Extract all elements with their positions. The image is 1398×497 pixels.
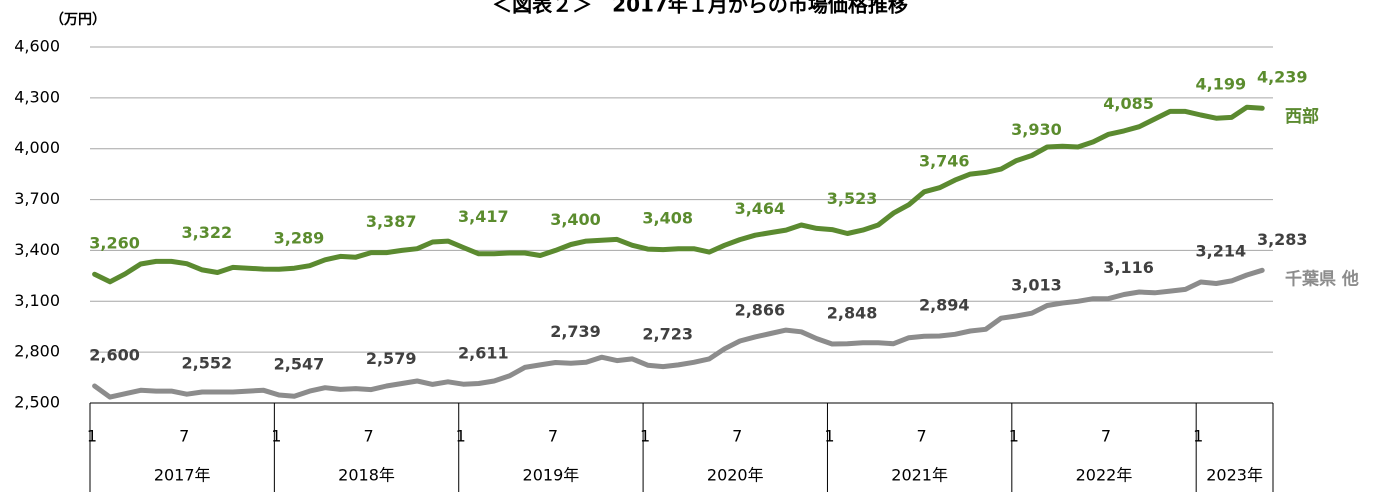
value-label: 2,600	[89, 346, 140, 365]
value-label: 2,848	[827, 304, 878, 323]
y-tick-label: 4,000	[14, 138, 60, 157]
x-tick-label: 7	[917, 427, 927, 446]
series-name: 千葉県 他	[1285, 268, 1359, 289]
value-label: 3,260	[89, 234, 140, 253]
x-tick-label: 1	[824, 427, 834, 446]
value-label: 3,930	[1011, 120, 1062, 139]
chart-title: ＜図表２＞ 2017年１月からの市場価格推移	[492, 0, 908, 17]
group-label: 2022年	[1076, 466, 1133, 485]
value-label: 3,523	[827, 189, 878, 208]
group-label: 2020年	[707, 466, 764, 485]
value-label: 2,739	[550, 322, 601, 341]
x-tick-label: 7	[179, 427, 189, 446]
y-tick-label: 3,100	[14, 291, 60, 310]
group-label: 2018年	[338, 466, 395, 485]
y-tick-label: 3,700	[14, 189, 60, 208]
y-tick-label: 2,500	[14, 393, 60, 412]
value-label: 2,611	[458, 344, 509, 363]
value-label: 3,417	[458, 207, 509, 226]
value-label: 3,408	[642, 209, 693, 228]
value-label: 2,894	[919, 296, 970, 315]
value-label: 4,239	[1257, 68, 1308, 87]
x-tick-label: 7	[1101, 427, 1111, 446]
value-label: 4,199	[1195, 74, 1246, 93]
x-tick-label: 7	[732, 427, 742, 446]
value-label: 3,746	[919, 151, 970, 170]
y-tick-label: 2,800	[14, 342, 60, 361]
value-label: 3,387	[366, 212, 417, 231]
value-label: 2,547	[274, 355, 325, 374]
group-label: 2023年	[1206, 466, 1263, 485]
y-unit: （万円）	[50, 12, 106, 28]
y-tick-label: 4,600	[14, 37, 60, 56]
x-tick-label: 1	[456, 427, 466, 446]
x-tick-label: 7	[548, 427, 558, 446]
group-label: 2017年	[154, 466, 211, 485]
value-label: 3,116	[1103, 258, 1154, 277]
value-label: 3,400	[550, 210, 601, 229]
y-tick-label: 4,300	[14, 87, 60, 106]
value-label: 2,866	[735, 300, 786, 319]
value-label: 3,322	[181, 223, 232, 242]
x-tick-label: 1	[87, 427, 97, 446]
series-line	[92, 267, 1265, 400]
value-label: 3,214	[1195, 241, 1246, 260]
value-label: 2,723	[642, 325, 693, 344]
value-label: 3,289	[274, 229, 325, 248]
x-tick-label: 1	[1193, 427, 1203, 446]
value-label: 3,464	[735, 199, 786, 218]
value-label: 3,283	[1257, 230, 1308, 249]
group-label: 2021年	[891, 466, 948, 485]
value-label: 4,085	[1103, 94, 1154, 113]
x-tick-label: 7	[363, 427, 373, 446]
value-label: 2,579	[366, 349, 417, 368]
x-tick-label: 1	[271, 427, 281, 446]
y-tick-label: 3,400	[14, 240, 60, 259]
value-label: 3,013	[1011, 276, 1062, 295]
series-name: 西部	[1285, 106, 1319, 127]
x-tick-label: 1	[1009, 427, 1019, 446]
value-label: 2,552	[181, 354, 232, 373]
series-line	[92, 104, 1265, 285]
x-tick-label: 1	[640, 427, 650, 446]
group-label: 2019年	[523, 466, 580, 485]
